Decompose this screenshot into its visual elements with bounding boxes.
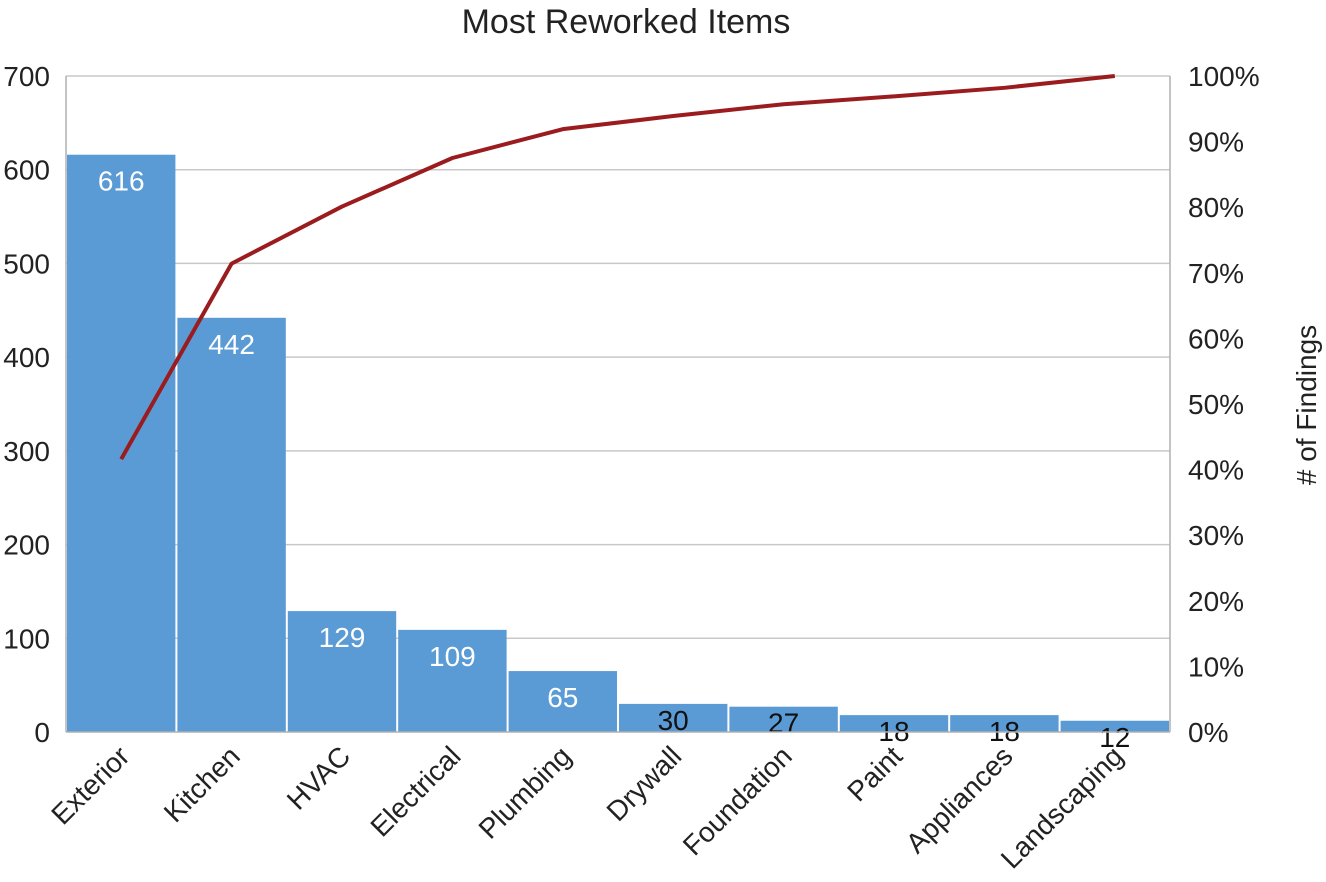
category-label: Foundation (677, 740, 798, 861)
right-tick-label: 0% (1188, 717, 1228, 748)
bar-data-label: 30 (658, 705, 689, 736)
bar-data-label: 616 (98, 166, 145, 197)
bar (950, 715, 1059, 732)
axes (65, 76, 1171, 733)
left-tick-label: 400 (3, 342, 50, 373)
category-label: Paint (841, 740, 908, 807)
category-label: Plumbing (473, 740, 577, 844)
bar-data-label: 12 (1099, 722, 1130, 753)
right-tick-label: 40% (1188, 455, 1244, 486)
bar (729, 706, 838, 732)
right-tick-label: 90% (1188, 127, 1244, 158)
left-tick-label: 200 (3, 530, 50, 561)
left-tick-label: 600 (3, 155, 50, 186)
right-axis-ticks: 0% 10% 20% 30% 40% 50% 60% 70% 80% 90% 100% (1188, 61, 1260, 748)
category-labels: Exterior Kitchen HVAC Electrical Plumbing Dry… (45, 740, 1129, 874)
category-label: HVAC (281, 740, 356, 815)
left-axis-ticks: 0 100 200 300 400 500 600 700 (3, 61, 50, 748)
right-tick-label: 70% (1188, 258, 1244, 289)
bar-series (67, 154, 1169, 733)
bar-data-label: 442 (208, 329, 255, 360)
right-tick-label: 30% (1188, 520, 1244, 551)
right-tick-label: 100% (1188, 61, 1260, 92)
right-tick-label: 50% (1188, 389, 1244, 420)
right-tick-label: 20% (1188, 586, 1244, 617)
category-label: Appliances (900, 740, 1019, 859)
chart-title: Most Reworked Items (461, 3, 791, 41)
left-tick-label: 700 (3, 61, 50, 92)
bar (398, 629, 507, 732)
right-axis-title: # of Findings (1291, 325, 1322, 485)
bar (1060, 720, 1169, 732)
cumulative-line (119, 74, 1116, 461)
bar-data-label: 129 (319, 622, 366, 653)
bar (619, 703, 728, 732)
left-tick-label: 100 (3, 623, 50, 654)
bar (67, 154, 176, 733)
bar (508, 671, 617, 732)
bar (839, 715, 949, 732)
right-tick-label: 60% (1188, 323, 1244, 354)
bar-data-label: 65 (547, 682, 578, 713)
category-label: Kitchen (158, 740, 246, 828)
category-label: Exterior (45, 740, 135, 830)
category-label: Drywall (601, 740, 688, 827)
bar (287, 611, 397, 732)
right-tick-label: 10% (1188, 651, 1244, 682)
bar (177, 317, 286, 732)
right-tick-label: 80% (1188, 192, 1244, 223)
bar-data-label: 27 (768, 708, 799, 739)
left-tick-label: 0 (34, 717, 50, 748)
bar-data-label: 109 (429, 641, 476, 672)
left-tick-label: 500 (3, 248, 50, 279)
cumulative-line-series (119, 74, 1116, 461)
left-tick-label: 300 (3, 436, 50, 467)
category-label: Electrical (364, 740, 466, 842)
